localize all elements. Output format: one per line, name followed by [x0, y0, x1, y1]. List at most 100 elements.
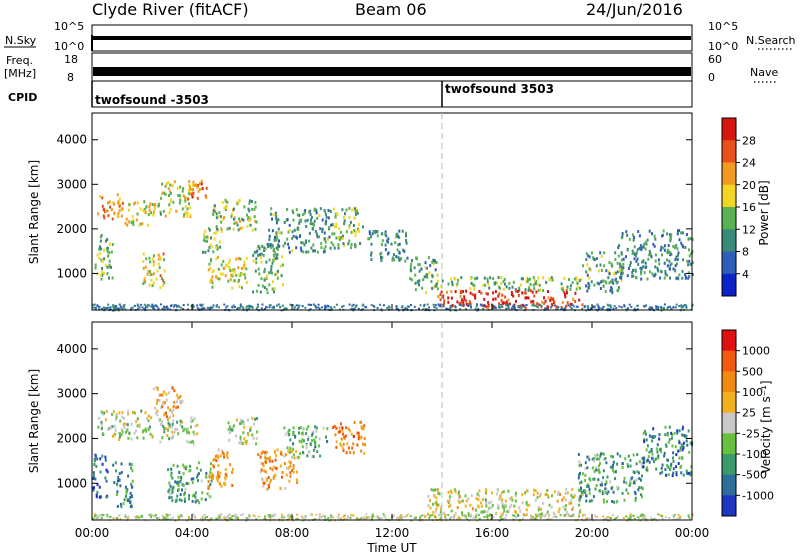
heatmap-cell	[291, 230, 294, 234]
heatmap-cell	[571, 281, 574, 285]
heatmap-cell	[645, 460, 648, 464]
heatmap-cell	[535, 516, 538, 519]
heatmap-cell	[281, 471, 284, 474]
heatmap-cell	[121, 411, 124, 415]
heatmap-cell	[94, 307, 97, 310]
heatmap-cell	[260, 451, 263, 455]
heatmap-cell	[164, 401, 166, 405]
heatmap-cell	[286, 237, 289, 241]
heatmap-cell	[303, 243, 306, 247]
heatmap-cell	[439, 298, 442, 302]
heatmap-cell	[460, 298, 463, 302]
heatmap-cell	[281, 255, 283, 259]
heatmap-cell	[424, 515, 426, 518]
heatmap-cell	[184, 196, 186, 200]
heatmap-cell	[457, 278, 460, 282]
heatmap-cell	[670, 431, 673, 435]
heatmap-cell	[539, 512, 542, 516]
heatmap-cell	[588, 488, 591, 492]
heatmap-cell	[246, 305, 249, 308]
heatmap-cell	[463, 295, 466, 299]
heatmap-cell	[586, 305, 589, 308]
heatmap-cell	[229, 278, 232, 282]
heatmap-cell	[635, 478, 638, 482]
heatmap-cell	[278, 518, 281, 521]
heatmap-cell	[275, 221, 278, 225]
heatmap-cell	[397, 256, 400, 260]
heatmap-cell	[269, 516, 272, 519]
heatmap-cell	[623, 305, 626, 308]
heatmap-cell	[96, 304, 99, 307]
heatmap-cell	[521, 277, 524, 281]
heatmap-cell	[245, 267, 248, 271]
heatmap-cell	[517, 294, 520, 297]
heatmap-cell	[396, 516, 399, 519]
heatmap-cell	[115, 412, 118, 416]
heatmap-cell	[611, 290, 614, 294]
heatmap-cell	[675, 471, 678, 474]
heatmap-cell	[271, 468, 274, 472]
heatmap-cell	[503, 506, 505, 510]
heatmap-cell	[642, 259, 645, 262]
heatmap-cell	[572, 297, 575, 301]
heatmap-cell	[570, 501, 573, 505]
heatmap-cell	[173, 430, 176, 434]
heatmap-cell	[350, 307, 353, 310]
heatmap-cell	[171, 491, 174, 494]
heatmap-cell	[240, 514, 243, 516]
heatmap-cell	[267, 476, 270, 479]
heatmap-cell	[106, 515, 108, 518]
heatmap-cell	[525, 304, 528, 306]
heatmap-cell	[268, 306, 271, 309]
heatmap-cell	[123, 304, 126, 307]
heatmap-cell	[93, 303, 96, 306]
heatmap-cell	[201, 515, 204, 518]
heatmap-cell	[226, 456, 229, 460]
heatmap-cell	[627, 307, 630, 310]
heatmap-cell	[164, 517, 167, 520]
heatmap-cell	[368, 516, 371, 519]
heatmap-cell	[178, 201, 181, 205]
heatmap-cell	[113, 212, 116, 216]
heatmap-cell	[359, 242, 362, 245]
heatmap-cell	[133, 304, 136, 307]
heatmap-cell	[112, 517, 115, 520]
heatmap-cell	[209, 495, 212, 499]
heatmap-cell	[431, 286, 434, 290]
heatmap-cell	[660, 466, 663, 470]
heatmap-cell	[682, 425, 684, 429]
heatmap-cell	[659, 471, 662, 475]
heatmap-cell	[391, 256, 394, 260]
heatmap-cell	[243, 422, 246, 425]
heatmap-cell	[568, 515, 571, 518]
heatmap-cell	[314, 304, 317, 307]
heatmap-cell	[453, 488, 456, 492]
heatmap-cell	[354, 233, 357, 237]
heatmap-cell	[436, 279, 439, 283]
heatmap-cell	[434, 509, 437, 513]
heatmap-cell	[398, 236, 401, 240]
heatmap-cell	[318, 516, 321, 519]
heatmap-cell	[295, 235, 298, 239]
heatmap-cell	[248, 219, 250, 222]
heatmap-cell	[340, 518, 342, 521]
heatmap-cell	[119, 484, 122, 488]
heatmap-cell	[492, 516, 495, 519]
heatmap-cell	[252, 290, 255, 294]
heatmap-cell	[525, 500, 528, 504]
heatmap-cell	[194, 424, 197, 428]
heatmap-cell	[419, 304, 422, 307]
heatmap-cell	[252, 254, 255, 257]
heatmap-cell	[147, 419, 150, 423]
heatmap-cell	[324, 308, 327, 311]
heatmap-cell	[239, 219, 241, 223]
heatmap-cell	[228, 513, 231, 516]
heatmap-cell	[653, 244, 656, 248]
heatmap-cell	[348, 206, 351, 210]
heatmap-cell	[167, 181, 170, 185]
velocity-ytick-label: 3000	[56, 387, 87, 401]
heatmap-cell	[686, 259, 689, 263]
heatmap-cell	[518, 506, 521, 510]
heatmap-cell	[151, 306, 154, 309]
heatmap-cell	[296, 470, 298, 474]
